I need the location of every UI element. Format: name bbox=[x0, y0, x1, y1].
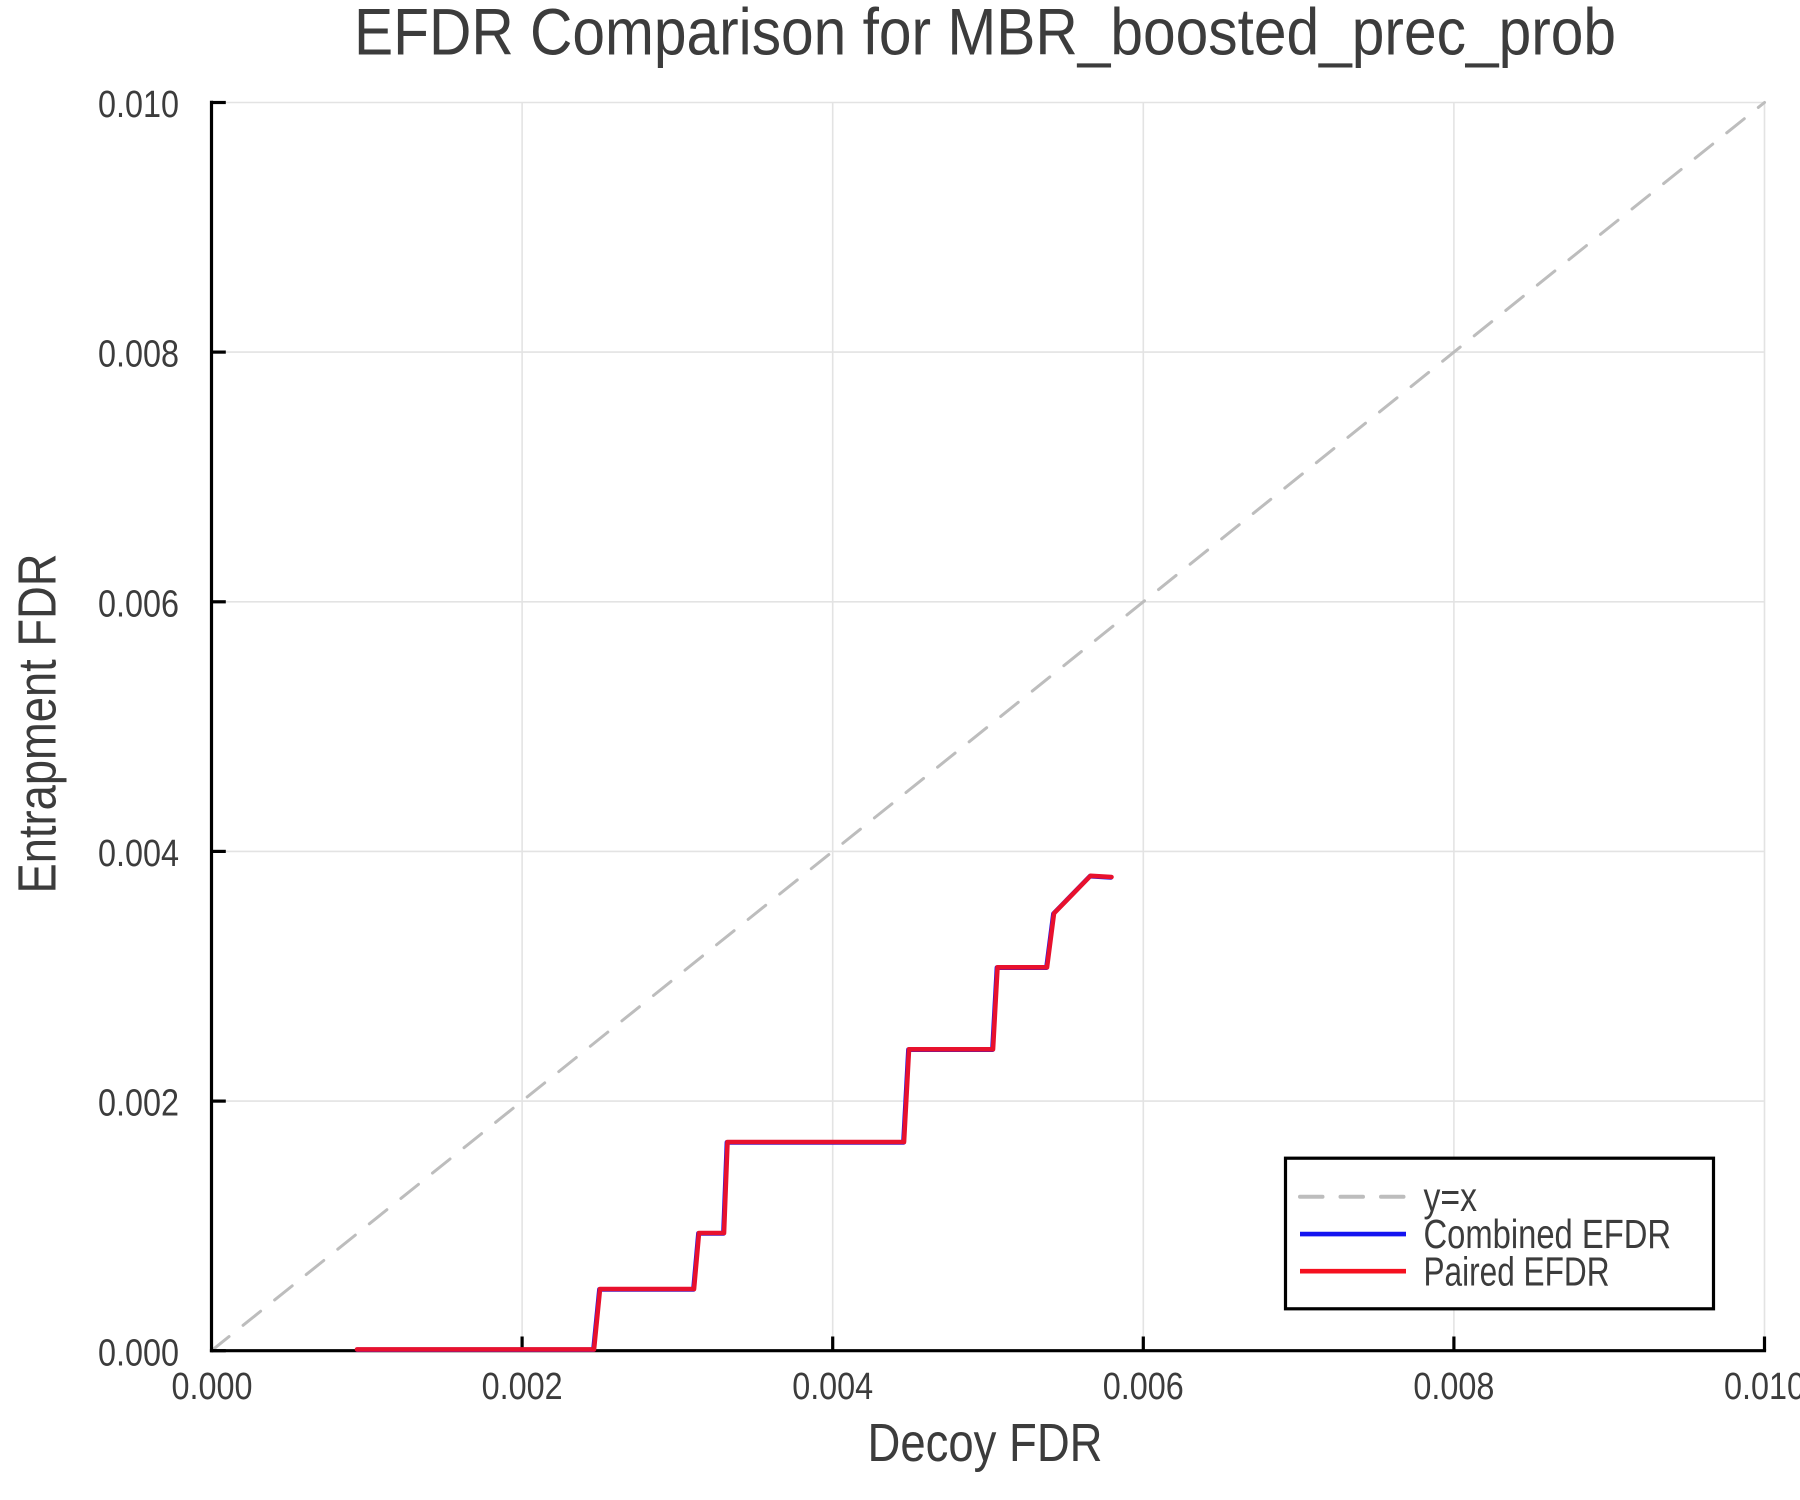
svg-text:0.004: 0.004 bbox=[792, 1366, 873, 1408]
svg-text:0.004: 0.004 bbox=[98, 833, 179, 875]
svg-text:0.000: 0.000 bbox=[98, 1332, 179, 1374]
svg-text:Entrapment FDR: Entrapment FDR bbox=[8, 554, 68, 894]
svg-text:0.006: 0.006 bbox=[98, 583, 179, 625]
svg-text:Decoy FDR: Decoy FDR bbox=[868, 1413, 1103, 1473]
svg-text:0.008: 0.008 bbox=[98, 334, 179, 376]
svg-text:Paired EFDR: Paired EFDR bbox=[1424, 1248, 1610, 1294]
svg-text:y=x: y=x bbox=[1424, 1174, 1478, 1220]
svg-text:0.000: 0.000 bbox=[172, 1366, 253, 1408]
svg-text:Combined EFDR: Combined EFDR bbox=[1424, 1211, 1672, 1257]
svg-text:0.002: 0.002 bbox=[98, 1083, 179, 1125]
svg-text:0.002: 0.002 bbox=[482, 1366, 563, 1408]
svg-text:0.008: 0.008 bbox=[1413, 1366, 1494, 1408]
svg-text:0.010: 0.010 bbox=[98, 84, 179, 126]
svg-text:0.010: 0.010 bbox=[1724, 1366, 1800, 1408]
svg-text:EFDR Comparison for MBR_booste: EFDR Comparison for MBR_boosted_prec_pro… bbox=[354, 0, 1616, 69]
svg-text:0.006: 0.006 bbox=[1103, 1366, 1184, 1408]
